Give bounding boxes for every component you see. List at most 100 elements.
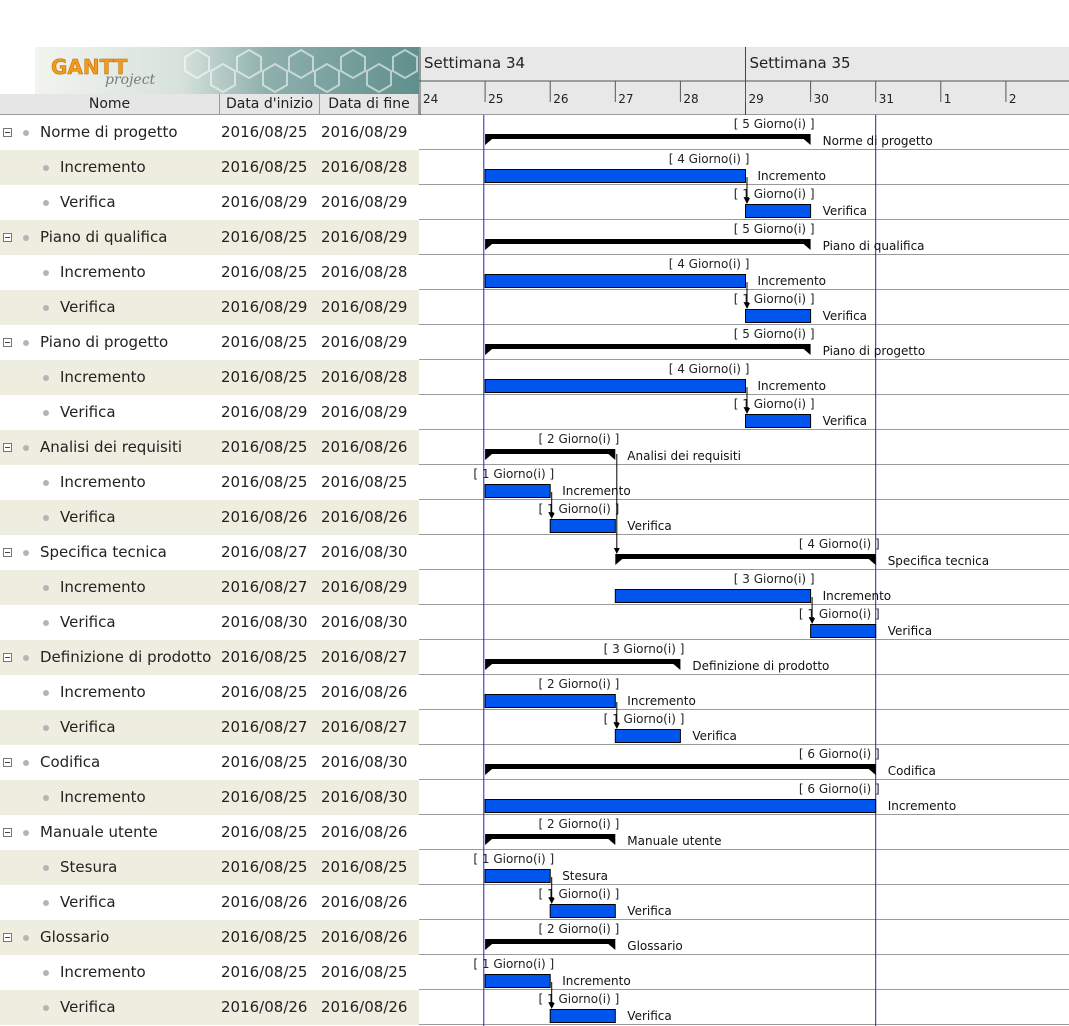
collapse-toggle-icon[interactable]	[3, 933, 12, 942]
task-start-date[interactable]: 2016/08/25	[221, 473, 308, 491]
task-end-date[interactable]: 2016/08/30	[321, 543, 408, 561]
task-start-date[interactable]: 2016/08/26	[221, 998, 308, 1016]
collapse-toggle-icon[interactable]	[3, 338, 12, 347]
task-start-date[interactable]: 2016/08/25	[221, 683, 308, 701]
task-group-row[interactable]: Piano di progetto 2016/08/25 2016/08/29	[0, 325, 419, 360]
column-header-name[interactable]: Nome	[0, 94, 220, 114]
collapse-toggle-icon[interactable]	[3, 653, 12, 662]
collapse-toggle-icon[interactable]	[3, 443, 12, 452]
task-start-date[interactable]: 2016/08/25	[221, 368, 308, 386]
task-end-date[interactable]: 2016/08/26	[321, 508, 408, 526]
task-row[interactable]: Verifica 2016/08/29 2016/08/29	[0, 185, 419, 220]
task-end-date[interactable]: 2016/08/29	[321, 298, 408, 316]
column-header-start[interactable]: Data d'inizio	[220, 94, 320, 114]
task-end-date[interactable]: 2016/08/25	[321, 858, 408, 876]
task-start-date[interactable]: 2016/08/25	[221, 438, 308, 456]
task-name[interactable]: Manuale utente	[40, 823, 158, 841]
task-row[interactable]: Verifica 2016/08/29 2016/08/29	[0, 395, 419, 430]
task-name[interactable]: Specifica tecnica	[40, 543, 167, 561]
task-start-date[interactable]: 2016/08/25	[221, 648, 308, 666]
task-name[interactable]: Analisi dei requisiti	[40, 438, 183, 456]
task-end-date[interactable]: 2016/08/29	[321, 403, 408, 421]
task-name[interactable]: Incremento	[60, 683, 146, 701]
task-start-date[interactable]: 2016/08/29	[221, 403, 308, 421]
task-end-date[interactable]: 2016/08/28	[321, 158, 408, 176]
task-name[interactable]: Incremento	[60, 158, 146, 176]
task-name[interactable]: Norme di progetto	[40, 123, 178, 141]
task-row[interactable]: Incremento 2016/08/27 2016/08/29	[0, 570, 419, 605]
task-start-date[interactable]: 2016/08/29	[221, 298, 308, 316]
task-row[interactable]: Verifica 2016/08/26 2016/08/26	[0, 500, 419, 535]
task-start-date[interactable]: 2016/08/29	[221, 193, 308, 211]
task-group-row[interactable]: Piano di qualifica 2016/08/25 2016/08/29	[0, 220, 419, 255]
task-name[interactable]: Verifica	[60, 508, 116, 526]
task-row[interactable]: Verifica 2016/08/27 2016/08/27	[0, 710, 419, 745]
collapse-toggle-icon[interactable]	[3, 828, 12, 837]
collapse-toggle-icon[interactable]	[3, 548, 12, 557]
task-group-row[interactable]: Norme di progetto 2016/08/25 2016/08/29	[0, 115, 419, 150]
task-end-date[interactable]: 2016/08/26	[321, 893, 408, 911]
task-end-date[interactable]: 2016/08/30	[321, 613, 408, 631]
task-name[interactable]: Stesura	[60, 858, 118, 876]
collapse-toggle-icon[interactable]	[3, 128, 12, 137]
task-start-date[interactable]: 2016/08/27	[221, 543, 308, 561]
task-group-row[interactable]: Glossario 2016/08/25 2016/08/26	[0, 920, 419, 955]
task-name[interactable]: Glossario	[40, 928, 110, 946]
task-start-date[interactable]: 2016/08/25	[221, 263, 308, 281]
task-row[interactable]: Verifica 2016/08/26 2016/08/26	[0, 885, 419, 920]
task-start-date[interactable]: 2016/08/26	[221, 508, 308, 526]
task-row[interactable]: Incremento 2016/08/25 2016/08/28	[0, 360, 419, 395]
task-row[interactable]: Incremento 2016/08/25 2016/08/28	[0, 150, 419, 185]
task-row[interactable]: Incremento 2016/08/25 2016/08/26	[0, 675, 419, 710]
task-end-date[interactable]: 2016/08/30	[321, 788, 408, 806]
task-group-row[interactable]: Analisi dei requisiti 2016/08/25 2016/08/2…	[0, 430, 419, 465]
task-end-date[interactable]: 2016/08/28	[321, 263, 408, 281]
task-start-date[interactable]: 2016/08/27	[221, 578, 308, 596]
task-end-date[interactable]: 2016/08/29	[321, 123, 408, 141]
task-start-date[interactable]: 2016/08/25	[221, 753, 308, 771]
task-name[interactable]: Incremento	[60, 788, 146, 806]
task-start-date[interactable]: 2016/08/25	[221, 823, 308, 841]
task-end-date[interactable]: 2016/08/26	[321, 683, 408, 701]
task-name[interactable]: Incremento	[60, 368, 146, 386]
task-name[interactable]: Definizione di prodotto	[40, 648, 212, 666]
collapse-toggle-icon[interactable]	[3, 758, 12, 767]
task-group-row[interactable]: Codifica 2016/08/25 2016/08/30	[0, 745, 419, 780]
task-end-date[interactable]: 2016/08/25	[321, 963, 408, 981]
task-end-date[interactable]: 2016/08/30	[321, 753, 408, 771]
task-group-row[interactable]: Manuale utente 2016/08/25 2016/08/26	[0, 815, 419, 850]
task-name[interactable]: Verifica	[60, 403, 116, 421]
task-row[interactable]: Incremento 2016/08/25 2016/08/28	[0, 255, 419, 290]
task-start-date[interactable]: 2016/08/26	[221, 893, 308, 911]
task-name[interactable]: Verifica	[60, 718, 116, 736]
task-end-date[interactable]: 2016/08/26	[321, 928, 408, 946]
task-end-date[interactable]: 2016/08/26	[321, 823, 408, 841]
task-start-date[interactable]: 2016/08/25	[221, 158, 308, 176]
task-row[interactable]: Incremento 2016/08/25 2016/08/30	[0, 780, 419, 815]
task-end-date[interactable]: 2016/08/26	[321, 438, 408, 456]
task-name[interactable]: Piano di qualifica	[40, 228, 168, 246]
task-name[interactable]: Verifica	[60, 893, 116, 911]
task-name[interactable]: Verifica	[60, 193, 116, 211]
task-row[interactable]: Verifica 2016/08/30 2016/08/30	[0, 605, 419, 640]
task-group-row[interactable]: Specifica tecnica 2016/08/27 2016/08/30	[0, 535, 419, 570]
task-end-date[interactable]: 2016/08/26	[321, 998, 408, 1016]
task-end-date[interactable]: 2016/08/27	[321, 718, 408, 736]
task-start-date[interactable]: 2016/08/25	[221, 123, 308, 141]
task-row[interactable]: Verifica 2016/08/29 2016/08/29	[0, 290, 419, 325]
task-row[interactable]: Incremento 2016/08/25 2016/08/25	[0, 465, 419, 500]
task-name[interactable]: Incremento	[60, 473, 146, 491]
task-end-date[interactable]: 2016/08/29	[321, 193, 408, 211]
task-name[interactable]: Incremento	[60, 963, 146, 981]
task-start-date[interactable]: 2016/08/25	[221, 788, 308, 806]
task-name[interactable]: Verifica	[60, 298, 116, 316]
task-start-date[interactable]: 2016/08/30	[221, 613, 308, 631]
column-header-end[interactable]: Data di fine	[320, 94, 419, 114]
task-row[interactable]: Verifica 2016/08/26 2016/08/26	[0, 990, 419, 1025]
task-name[interactable]: Piano di progetto	[40, 333, 169, 351]
task-name[interactable]: Codifica	[40, 753, 101, 771]
task-name[interactable]: Verifica	[60, 998, 116, 1016]
task-end-date[interactable]: 2016/08/27	[321, 648, 408, 666]
task-end-date[interactable]: 2016/08/28	[321, 368, 408, 386]
task-group-row[interactable]: Definizione di prodotto 2016/08/25 2016/08…	[0, 640, 419, 675]
